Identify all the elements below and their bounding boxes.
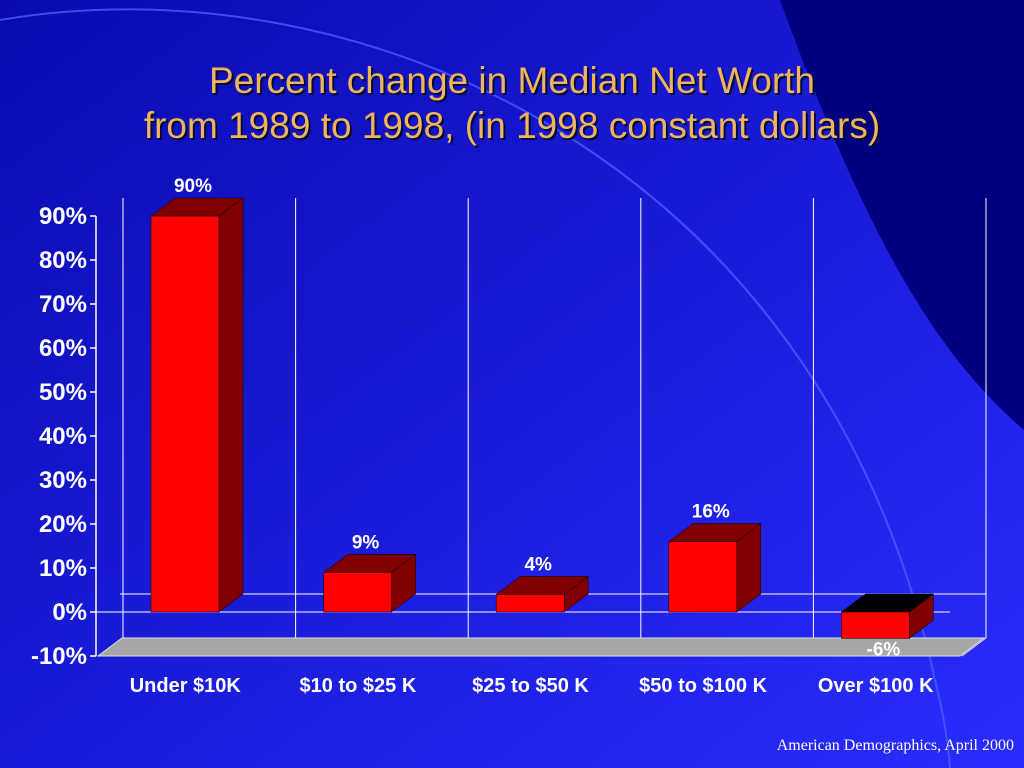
y-tick-label: 50% [39, 379, 87, 406]
bar-front [841, 611, 910, 639]
category-label: $50 to $100 K [639, 675, 767, 697]
decorative-arc [0, 8, 936, 681]
title-line-2: from 1989 to 1998, (in 1998 constant dol… [143, 105, 881, 146]
data-label: 4% [524, 554, 552, 575]
y-tick-label: 40% [39, 423, 87, 450]
bar [668, 523, 762, 613]
data-label: 16% [692, 502, 730, 523]
y-tick-label: 30% [39, 467, 87, 494]
y-tick-label: 60% [39, 335, 87, 362]
data-label: 9% [352, 532, 380, 553]
chart-floor [96, 637, 986, 657]
bar-front [495, 594, 565, 613]
y-tick-label: -10% [31, 643, 87, 670]
bar-side [218, 197, 244, 613]
bar-front [668, 541, 738, 613]
y-tick-label: 10% [39, 555, 87, 582]
y-tick-label: 80% [39, 247, 87, 274]
y-tick-label: 90% [39, 203, 87, 230]
category-label: Under $10K [130, 675, 242, 697]
corner-accent [780, 0, 1024, 430]
bar [322, 553, 417, 613]
y-tick-label: 20% [39, 511, 87, 538]
y-tick-label: 0% [52, 599, 87, 626]
bar [840, 593, 935, 639]
bar-front [323, 572, 392, 613]
bars [150, 197, 935, 639]
y-axis: 90% 80% 70% 60% 50% 40% 30% 20% 10% 0% -10% [31, 203, 97, 670]
source-citation: American Demographics, April 2000 [776, 737, 1014, 754]
chart-title: Percent change in Median Net Worth from … [0, 58, 1024, 148]
bar-front [150, 215, 220, 613]
title-line-1: Percent change in Median Net Worth [208, 60, 816, 101]
category-label: Over $100 K [818, 675, 934, 697]
data-label: -6% [867, 639, 901, 660]
data-label: 90% [174, 176, 212, 197]
category-label: $25 to $50 K [472, 675, 589, 697]
bar [150, 197, 244, 613]
bar [495, 575, 589, 613]
category-label: $10 to $25 K [300, 675, 417, 697]
floor-shelf [96, 637, 986, 657]
labels: 90% Under $10K 9% $10 to $25 K 4% $25 to $50 … [130, 176, 934, 697]
y-tick-label: 70% [39, 291, 87, 318]
floor-divider [961, 637, 987, 657]
